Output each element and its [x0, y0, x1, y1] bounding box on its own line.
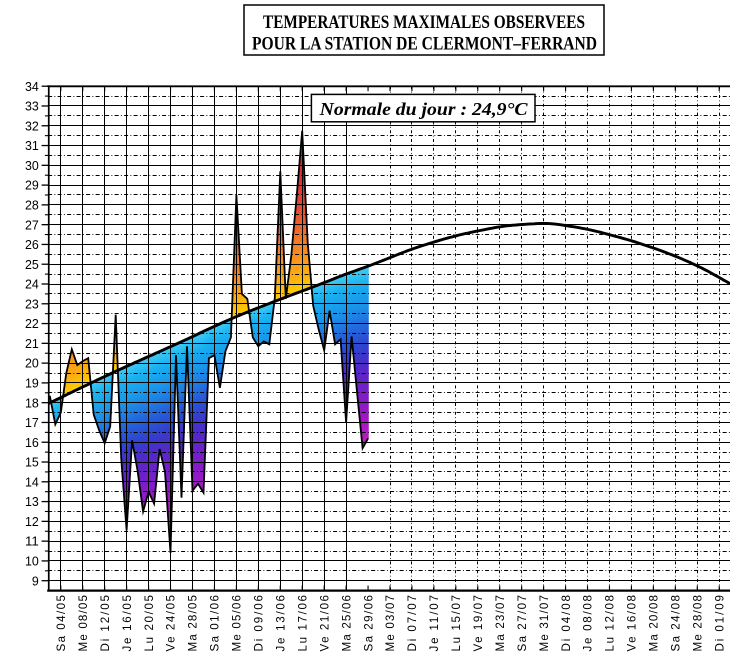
svg-text:22: 22: [25, 316, 39, 331]
svg-text:Lu 17/06: Lu 17/06: [296, 595, 309, 652]
svg-text:Lu 15/07: Lu 15/07: [450, 595, 463, 652]
svg-text:14: 14: [25, 474, 39, 489]
svg-text:Je 11/07: Je 11/07: [428, 595, 441, 652]
svg-text:13: 13: [25, 494, 39, 509]
svg-text:Me 28/08: Me 28/08: [691, 595, 704, 652]
svg-text:Je 13/06: Je 13/06: [274, 595, 287, 652]
svg-text:16: 16: [25, 435, 39, 450]
svg-text:Ma 20/08: Ma 20/08: [648, 595, 661, 652]
svg-text:Me 03/07: Me 03/07: [384, 595, 397, 652]
svg-text:12: 12: [25, 514, 39, 529]
svg-text:9: 9: [32, 573, 39, 588]
svg-text:POUR LA STATION DE CLERMONT–FE: POUR LA STATION DE CLERMONT–FERRAND: [252, 34, 597, 55]
svg-text:30: 30: [25, 158, 39, 173]
svg-text:Me 05/06: Me 05/06: [231, 595, 244, 652]
svg-text:11: 11: [25, 534, 39, 549]
svg-text:Me 08/05: Me 08/05: [77, 595, 90, 652]
svg-text:32: 32: [25, 118, 39, 133]
svg-text:29: 29: [25, 178, 39, 193]
svg-text:17: 17: [25, 415, 39, 430]
svg-text:23: 23: [25, 296, 39, 311]
svg-text:Me 31/07: Me 31/07: [538, 595, 551, 652]
svg-text:Je 08/08: Je 08/08: [582, 595, 595, 652]
svg-text:24: 24: [25, 277, 39, 292]
svg-text:10: 10: [25, 554, 39, 569]
svg-text:27: 27: [25, 217, 39, 232]
svg-text:34: 34: [25, 79, 39, 94]
svg-text:15: 15: [25, 455, 39, 470]
svg-text:Lu 12/08: Lu 12/08: [604, 595, 617, 652]
svg-text:21: 21: [25, 336, 39, 351]
svg-text:Ma 23/07: Ma 23/07: [494, 595, 507, 652]
svg-text:20: 20: [25, 356, 39, 371]
svg-text:Ma 25/06: Ma 25/06: [340, 595, 353, 652]
svg-text:28: 28: [25, 198, 39, 213]
svg-text:25: 25: [25, 257, 39, 272]
svg-text:Lu 20/05: Lu 20/05: [143, 595, 156, 652]
svg-text:31: 31: [25, 138, 39, 153]
svg-text:Normale du jour : 24,9°C: Normale du jour : 24,9°C: [318, 99, 527, 119]
svg-text:TEMPERATURES MAXIMALES OBSERVE: TEMPERATURES MAXIMALES OBSERVEES: [263, 12, 585, 33]
svg-text:Ma 28/05: Ma 28/05: [187, 595, 200, 652]
svg-text:26: 26: [25, 237, 39, 252]
svg-text:33: 33: [25, 99, 39, 114]
svg-text:18: 18: [25, 395, 39, 410]
svg-text:Je 16/05: Je 16/05: [121, 595, 134, 652]
svg-text:19: 19: [25, 376, 39, 391]
